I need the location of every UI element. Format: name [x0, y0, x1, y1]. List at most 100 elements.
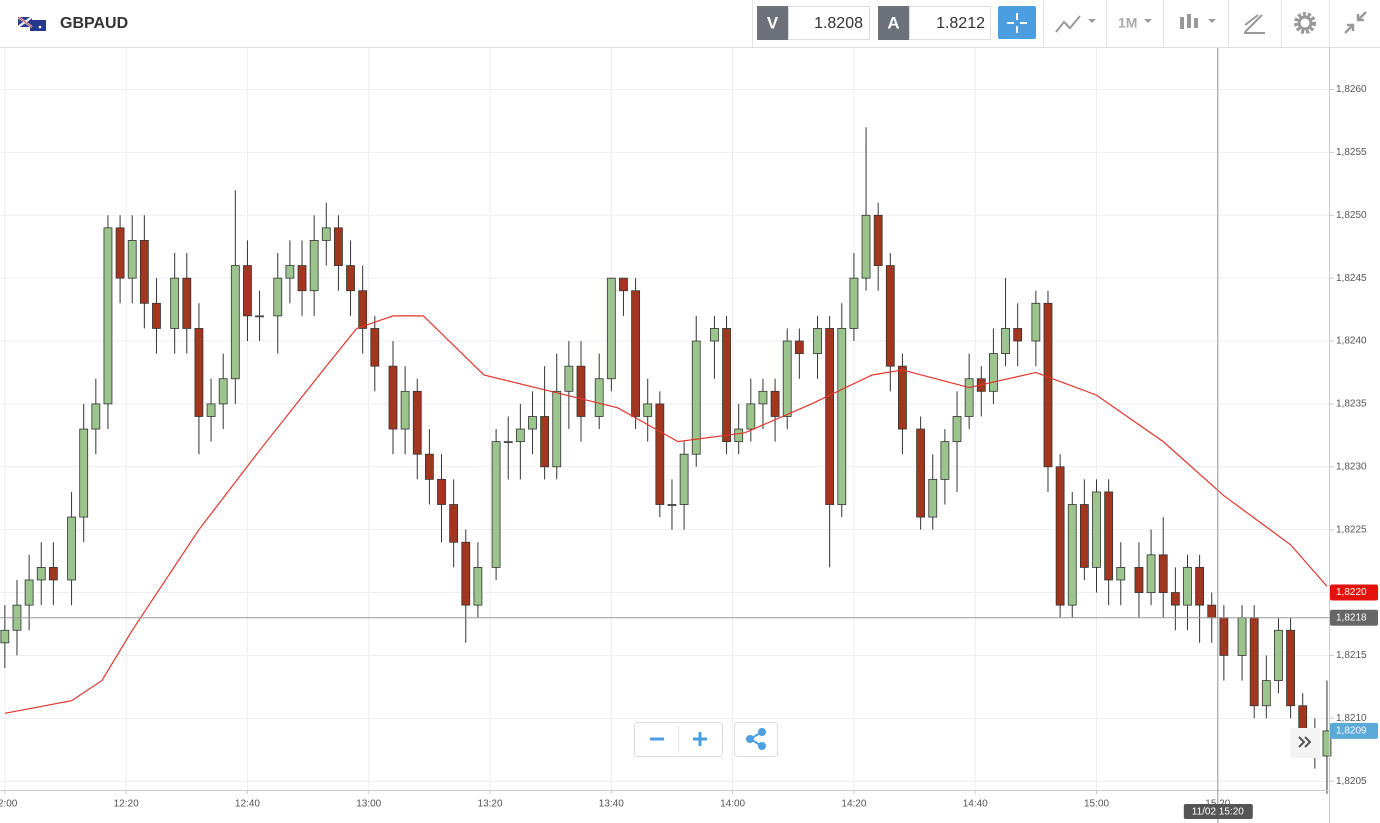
candle-body [127, 240, 137, 279]
zoom-in[interactable] [693, 732, 707, 746]
candle-body [1134, 567, 1144, 593]
candle-body [491, 441, 501, 568]
timeframe[interactable]: 1M [1118, 15, 1137, 31]
toolbar [0, 0, 1380, 47]
candle-body [655, 403, 665, 505]
candle-body [1079, 504, 1089, 568]
x-tick-label: 14:20 [841, 799, 866, 810]
bid-price: 1.8208 [814, 15, 863, 32]
candle-body [1261, 680, 1271, 707]
y-tick-label: 1,8215 [1336, 650, 1367, 661]
candle-body [273, 277, 283, 317]
candle-body [837, 328, 847, 505]
candle-body [1207, 604, 1217, 619]
settings-button[interactable] [1294, 12, 1316, 34]
draw-button[interactable] [1244, 14, 1265, 34]
candle-body [1001, 328, 1010, 355]
scroll-right-button[interactable] [1298, 736, 1312, 748]
y-tick-label: 1,8235 [1336, 399, 1367, 410]
candle-body [1183, 567, 1192, 606]
candle-body [170, 277, 180, 329]
candle-body [758, 390, 768, 405]
candle-body [667, 504, 677, 506]
bid-label: V [767, 13, 779, 32]
candle-body [1104, 491, 1114, 581]
plot [0, 48, 1334, 794]
candle-body [1249, 617, 1259, 707]
candle-body [139, 240, 149, 304]
candle-body [194, 328, 204, 417]
collapse-button[interactable] [1344, 11, 1367, 34]
candle-body [528, 416, 537, 430]
candle-body [679, 453, 689, 505]
candle-body [849, 277, 859, 329]
candle-body [898, 365, 907, 430]
crosshair-x-tag [1183, 804, 1253, 819]
candle-body [79, 428, 89, 518]
ask-box[interactable] [909, 6, 991, 40]
candle-body [964, 378, 974, 417]
candle-body [1067, 504, 1077, 606]
candle-body [461, 541, 471, 606]
y-tick-label: 1,8230 [1336, 461, 1367, 472]
y-tick-label: 1,8240 [1336, 336, 1367, 347]
candle-body [91, 403, 101, 430]
candle-body [1322, 730, 1332, 757]
ask-label: A [887, 13, 899, 32]
chart-type-button[interactable] [1180, 14, 1216, 29]
candle-body [1195, 567, 1205, 606]
y-tick-label: 1,8255 [1336, 147, 1367, 158]
y-tick-label: 1,8210 [1336, 713, 1367, 724]
price-marker [1330, 584, 1378, 601]
candle-body [1237, 617, 1247, 656]
candle-body [388, 365, 398, 430]
candle-body [309, 240, 319, 292]
crosshair-y-tag [1330, 609, 1378, 626]
candle-body [182, 277, 192, 329]
x-tick-label: 13:20 [478, 799, 503, 810]
candle-body [424, 453, 434, 480]
x-tick-label: 13:40 [599, 799, 624, 810]
candle-body [952, 416, 962, 443]
crosshair-x-label: 11/02 15:20 [1192, 807, 1245, 818]
candle-body [321, 227, 331, 241]
y-tick-label: 1,8205 [1336, 776, 1367, 787]
candle-body [746, 403, 756, 430]
dropdown-arrow [1144, 19, 1152, 23]
candle-body [861, 214, 871, 279]
x-tick-label: 12:20 [114, 799, 139, 810]
x-tick-label: 13:00 [356, 799, 381, 810]
candle-body [449, 504, 459, 543]
ask-price: 1.8212 [936, 15, 985, 32]
overlay: 1,8205 1,8210 1,8215 1,8220 1,8225 1,8230 1,82… [0, 48, 1378, 823]
bid-box[interactable] [788, 6, 870, 40]
candle-body [1170, 592, 1180, 606]
indicator-button[interactable] [1055, 15, 1096, 33]
candle-body [1286, 629, 1295, 707]
candle-body [1092, 491, 1101, 568]
candle-body [643, 403, 653, 417]
candle-body [24, 579, 34, 606]
candle-body [412, 390, 422, 455]
candle-body [400, 390, 410, 430]
y-tick-label: 1,8260 [1336, 84, 1367, 95]
candle-body [36, 567, 46, 581]
candle-body [813, 328, 822, 355]
candle-body [606, 277, 616, 380]
candle-body [1031, 302, 1041, 342]
moving-average [4, 315, 1328, 714]
candle-body [594, 378, 604, 417]
share-button[interactable] [746, 728, 766, 750]
candle-body [873, 214, 883, 266]
candle-body [230, 265, 240, 380]
candle-body [358, 290, 368, 329]
scroll-right-box [1290, 728, 1320, 758]
crosshair-button[interactable] [998, 6, 1036, 39]
candle-body [48, 567, 58, 581]
candle-body [1055, 466, 1065, 606]
candle-body [0, 629, 10, 644]
candle-body [334, 227, 343, 266]
candle-body [1274, 629, 1283, 681]
candle-body [67, 516, 76, 581]
y-tick-label: 1,8225 [1336, 524, 1367, 535]
